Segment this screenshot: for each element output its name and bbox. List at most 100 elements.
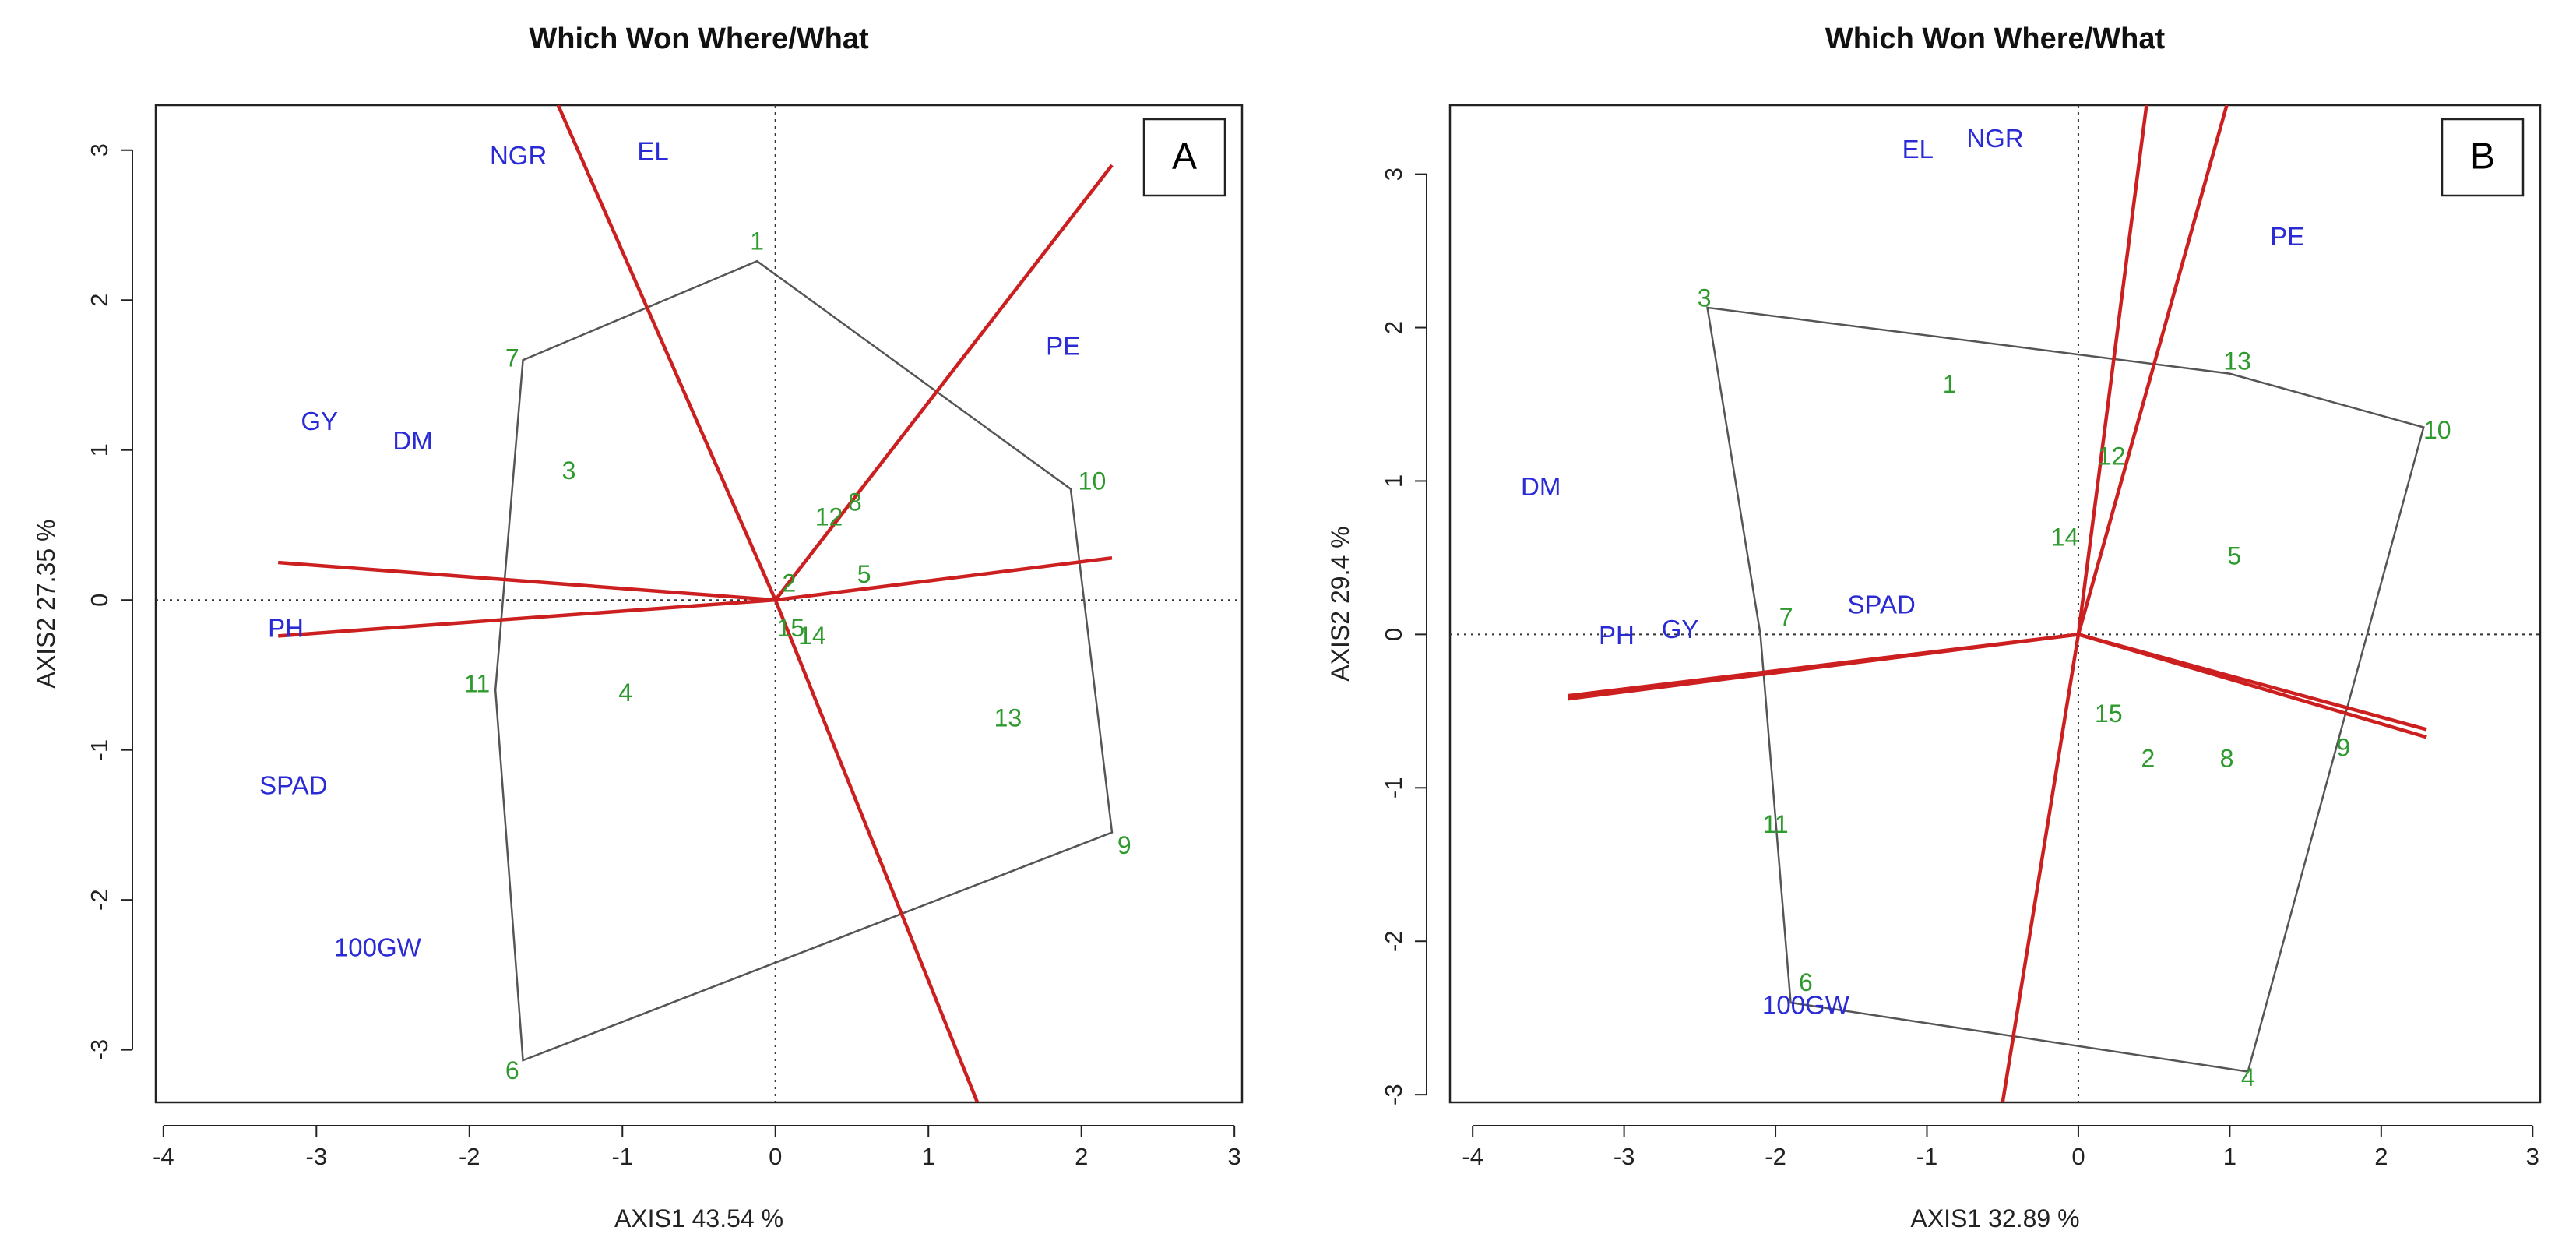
genotype-label: 7 — [505, 344, 519, 372]
x-tick-label: -2 — [459, 1143, 480, 1170]
trait-label: DM — [1521, 472, 1561, 501]
sector-ray — [556, 105, 777, 601]
x-tick-label: -1 — [1916, 1143, 1938, 1170]
genotype-label: 6 — [1799, 968, 1813, 996]
y-tick-label: -1 — [1380, 777, 1407, 799]
sector-ray — [775, 556, 1113, 602]
sector-ray — [1568, 633, 2079, 698]
trait-label: DM — [392, 426, 432, 455]
convex-hull — [1706, 306, 2425, 1073]
genotype-label: 4 — [618, 679, 632, 707]
x-axis-title: AXIS1 43.54 % — [614, 1204, 783, 1232]
x-tick-label: -3 — [306, 1143, 328, 1170]
convex-hull — [494, 259, 1114, 1062]
plot-frame — [1448, 104, 2542, 1104]
genotype-label: 12 — [2098, 442, 2126, 470]
genotype-label: 8 — [2220, 744, 2234, 772]
sector-ray — [278, 560, 776, 602]
x-tick-label: 3 — [1228, 1143, 1241, 1170]
genotype-label: 1 — [750, 227, 764, 256]
genotype-label: 9 — [2336, 734, 2350, 762]
y-tick-label: 0 — [86, 594, 113, 607]
genotype-label: 5 — [857, 560, 871, 588]
genotype-label: 15 — [2095, 700, 2123, 728]
trait-label: 100GW — [334, 932, 422, 961]
y-tick-label: 3 — [1380, 167, 1407, 181]
genotype-label: 3 — [1698, 284, 1712, 312]
y-tick-label: 1 — [86, 443, 113, 457]
y-axis-title: AXIS2 29.4 % — [1326, 526, 1354, 681]
x-tick-label: 1 — [2223, 1143, 2236, 1170]
y-tick-label: -3 — [1380, 1084, 1407, 1105]
genotype-label: 5 — [2227, 541, 2241, 569]
y-tick-label: 2 — [1380, 321, 1407, 334]
y-tick-label: 1 — [1380, 474, 1407, 488]
genotype-label: 14 — [798, 622, 826, 650]
genotype-label: 7 — [1779, 603, 1793, 631]
trait-label: PH — [268, 613, 304, 642]
trait-label: PE — [1046, 332, 1080, 361]
trait-label: EL — [1902, 135, 1934, 164]
genotype-label: 1 — [1943, 370, 1957, 398]
x-axis-title: AXIS1 32.89 % — [1910, 1204, 2079, 1232]
trait-label: NGR — [1966, 124, 2023, 153]
sector-ray — [278, 598, 776, 638]
y-tick-label: -3 — [86, 1039, 113, 1061]
genotype-label: 2 — [783, 569, 797, 597]
x-tick-label: 3 — [2526, 1143, 2539, 1170]
x-tick-label: 1 — [922, 1143, 935, 1170]
genotype-label: 14 — [2051, 524, 2079, 552]
trait-label: SPAD — [259, 771, 327, 800]
sector-ray — [2078, 633, 2427, 739]
chart-title: Which Won Where/What — [529, 23, 869, 55]
x-tick-label: -2 — [1765, 1143, 1786, 1170]
trait-label: SPAD — [1847, 591, 1915, 619]
genotype-label: 3 — [562, 457, 576, 485]
trait-label: PH — [1599, 621, 1635, 650]
sector-ray — [2076, 105, 2229, 635]
y-tick-label: -2 — [86, 889, 113, 911]
trait-label: 100GW — [1762, 991, 1850, 1020]
genotype-label: 4 — [2241, 1063, 2255, 1091]
y-tick-label: -1 — [86, 739, 113, 761]
x-tick-label: 0 — [769, 1143, 782, 1170]
y-tick-label: 0 — [1380, 628, 1407, 641]
x-tick-label: -1 — [611, 1143, 633, 1170]
panel-a: Which Won Where/What12345678910111213141… — [32, 23, 1244, 1232]
genotype-label: 15 — [777, 614, 805, 642]
genotype-label: 11 — [1762, 810, 1788, 838]
panel-label-box — [2441, 118, 2525, 197]
sector-ray — [773, 164, 1114, 601]
genotype-label: 13 — [2223, 347, 2251, 375]
sector-ray — [2076, 105, 2148, 635]
trait-label: EL — [637, 136, 668, 165]
sector-ray — [773, 599, 980, 1102]
x-tick-label: 2 — [2374, 1143, 2388, 1170]
y-tick-label: 2 — [86, 294, 113, 307]
x-tick-label: 0 — [2071, 1143, 2085, 1170]
x-tick-label: -4 — [153, 1143, 174, 1170]
genotype-label: 10 — [2423, 416, 2451, 444]
trait-label: NGR — [490, 141, 547, 170]
trait-label: GY — [301, 407, 338, 435]
panel-label: A — [1172, 136, 1197, 178]
genotype-label: 11 — [464, 669, 490, 697]
genotype-label: 10 — [1079, 467, 1107, 495]
panel-label-box — [1142, 118, 1226, 197]
genotype-label: 9 — [1117, 831, 1131, 859]
x-tick-label: -3 — [1614, 1143, 1635, 1170]
chart-title: Which Won Where/What — [1825, 23, 2166, 55]
genotype-label: 12 — [815, 503, 843, 531]
genotype-label: 8 — [848, 488, 862, 516]
y-axis-title: AXIS2 27.35 % — [32, 519, 60, 688]
genotype-label: 6 — [505, 1056, 519, 1084]
y-tick-label: 3 — [86, 143, 113, 157]
sector-ray — [2001, 634, 2081, 1102]
genotype-label: 13 — [994, 704, 1022, 732]
genotype-label: 2 — [2141, 744, 2155, 772]
trait-label: GY — [1662, 615, 1699, 643]
